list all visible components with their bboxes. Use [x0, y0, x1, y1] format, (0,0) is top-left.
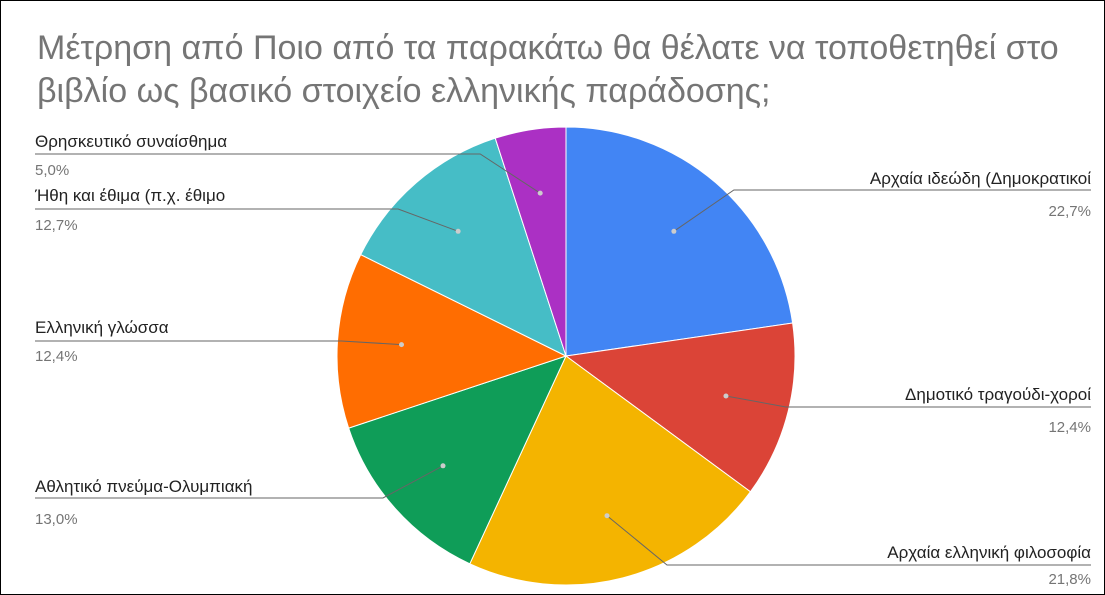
leader-dot: [440, 463, 446, 469]
leader-line: [606, 515, 1091, 566]
pie-slice: [336, 253, 568, 429]
leader-line: [35, 153, 541, 194]
slice-percent-label: 12,4%: [1048, 419, 1091, 436]
leader-line: [673, 189, 1091, 232]
slice-label: Ήθη και έθιμα (π.χ. έθιμο: [34, 186, 225, 205]
slice-percent-label: 12,7%: [35, 217, 78, 234]
slice-percent-label: 21,8%: [1048, 571, 1091, 588]
leader-dot: [537, 190, 543, 196]
slice-label: Αρχαία ελληνική φιλοσοφία: [887, 543, 1091, 562]
leader-dot: [399, 342, 405, 348]
slice-label: Αθλητικό πνεύμα-Ολυμπιακή: [35, 477, 252, 496]
leader-line: [35, 208, 459, 232]
slice-percent-label: 12,4%: [35, 348, 78, 365]
leader-line: [35, 340, 402, 346]
leader-line: [35, 465, 444, 499]
slice-percent-label: 5,0%: [35, 162, 69, 179]
pie-slice: [348, 355, 567, 565]
slice-percent-label: 13,0%: [35, 511, 78, 528]
pie-slice: [565, 126, 794, 357]
leader-dot: [723, 393, 729, 399]
pie-slice: [494, 126, 567, 357]
leader-dot: [671, 228, 677, 234]
slice-label: Θρησκευτικό συναίσθημα: [35, 132, 227, 151]
chart-title: Μέτρηση από Ποιο από τα παρακάτω θα θέλα…: [37, 29, 1059, 110]
slice-label: Ελληνική γλώσσα: [35, 318, 169, 337]
slice-percent-label: 22,7%: [1048, 203, 1091, 220]
leader-dot: [604, 513, 610, 519]
pie-slice: [359, 137, 567, 357]
leader-dot: [455, 228, 461, 234]
slice-label: Αρχαία ιδεώδη (Δημοκρατικοί: [870, 169, 1091, 188]
slice-label: Δημοτικό τραγούδι-χοροί: [905, 385, 1091, 404]
leader-line: [725, 395, 1091, 408]
pie-slice: [564, 322, 796, 493]
